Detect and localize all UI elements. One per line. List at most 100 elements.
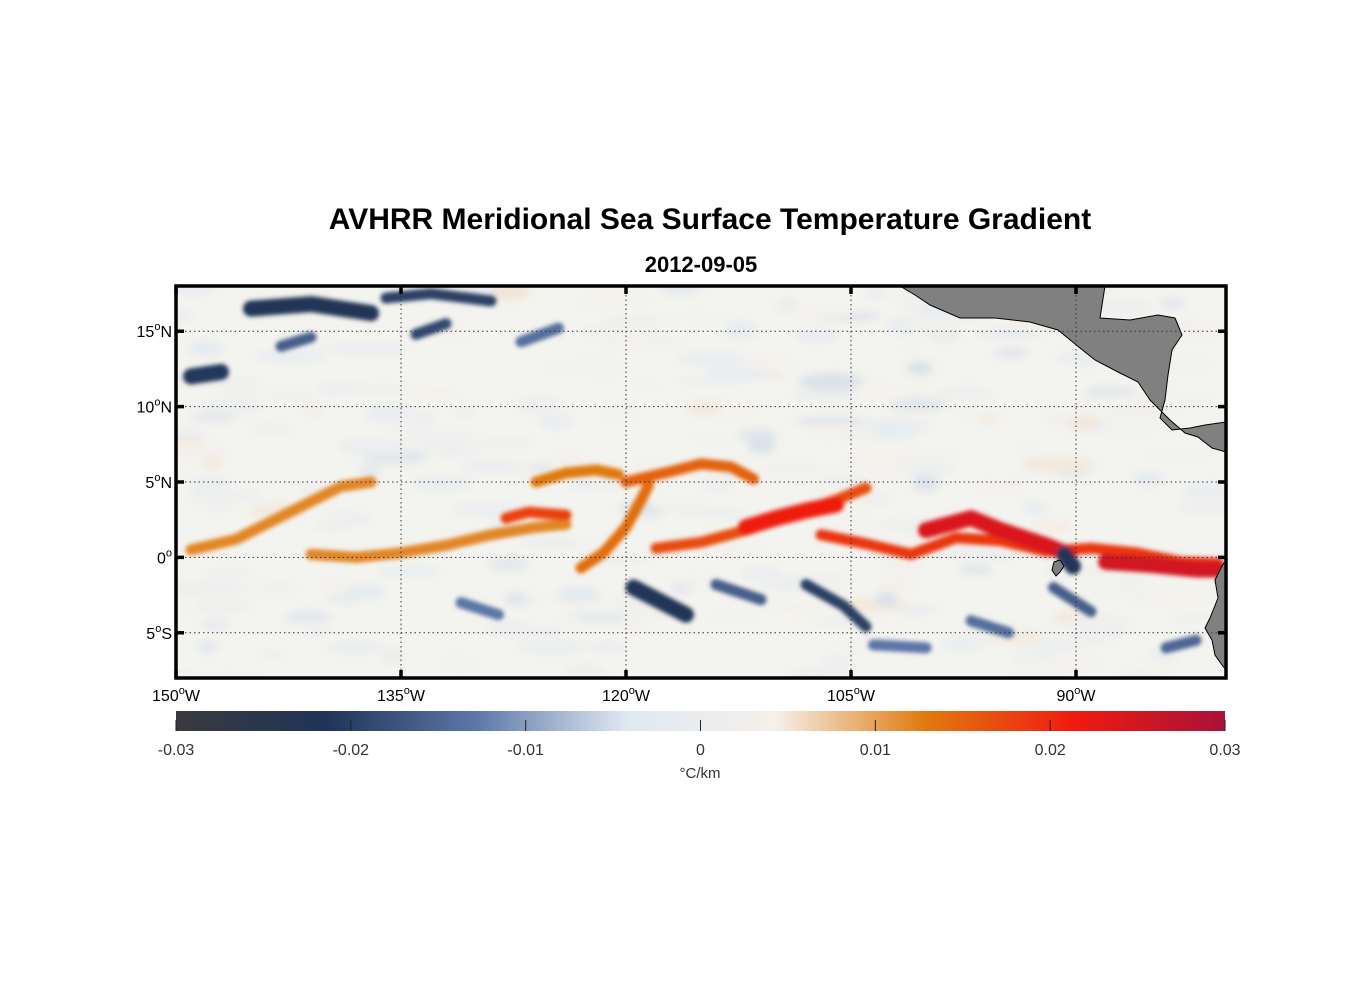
texture-blob (937, 385, 994, 401)
texture-blob (565, 613, 642, 623)
texture-blob (663, 312, 731, 321)
texture-blob (382, 427, 428, 435)
texture-blob (207, 503, 228, 515)
texture-blob (425, 443, 483, 456)
texture-blob (570, 480, 595, 488)
colorbar-tick-label: 0 (696, 742, 705, 759)
patch-1 (243, 296, 379, 322)
patch-11 (965, 615, 1014, 639)
texture-blob (719, 402, 758, 417)
patch-3 (410, 318, 452, 340)
texture-blob (977, 330, 1044, 338)
texture-blob (189, 413, 235, 422)
texture-blob (897, 344, 919, 353)
gradient-features (183, 288, 1226, 654)
texture-blob (970, 481, 1030, 489)
texture-blob (577, 292, 651, 309)
texture-blob (199, 400, 264, 415)
chart-subtitle: 2012-09-05 (644, 252, 758, 277)
latitude-labels: 15oN 10oN 5oN 0o 5oS (137, 321, 172, 643)
tick-marks (174, 286, 1226, 678)
texture-blob (193, 597, 253, 614)
texture-blob (941, 635, 985, 652)
patch-5 (275, 331, 317, 352)
texture-blob (459, 460, 521, 471)
texture-blob (437, 656, 482, 667)
patch-13 (1056, 546, 1081, 575)
texture-blob (602, 315, 663, 328)
texture-blob (1040, 412, 1079, 424)
chart-title: AVHRR Meridional Sea Surface Temperature… (328, 203, 1092, 236)
colorbar-ticks (175, 720, 1226, 731)
front-f (620, 458, 759, 488)
texture-blob (359, 462, 382, 478)
texture-blob (854, 381, 897, 397)
texture-blob (380, 647, 404, 665)
central-america-land (899, 286, 1226, 453)
texture-blob (1160, 358, 1213, 370)
front-e (575, 479, 654, 574)
texture-blob (222, 386, 267, 400)
texture-blob (563, 665, 607, 678)
galapagos-islands (1051, 559, 1065, 577)
latitude-label: 5oN (145, 472, 172, 492)
texture-blob (487, 621, 535, 637)
texture-blob (890, 451, 961, 460)
texture-blob (705, 613, 762, 620)
texture-blob (687, 433, 746, 441)
texture-blob (793, 417, 867, 425)
texture-blob (958, 566, 993, 574)
texture-blob (765, 604, 826, 613)
texture-blob (324, 507, 361, 519)
texture-blob (906, 361, 933, 375)
texture-blob (201, 621, 228, 629)
texture-blob (488, 558, 530, 570)
texture-blob (1103, 406, 1176, 421)
texture-blob (1176, 497, 1226, 516)
texture-blob (261, 577, 298, 595)
front-h (738, 496, 844, 536)
texture-blob (514, 395, 561, 414)
texture-blob (284, 612, 332, 623)
south-america-land (1204, 559, 1226, 671)
texture-blob (516, 639, 587, 655)
texture-blob (557, 359, 616, 373)
patch-14 (1160, 634, 1202, 654)
texture-blob (1085, 388, 1135, 396)
texture-blob (685, 400, 728, 416)
longitude-labels: 150oW 135oW 120oW 105oW 90oW (152, 685, 1096, 705)
texture-blob (188, 489, 264, 501)
colorbar: -0.03 -0.02 -0.01 0 0.01 0.02 0.03 °C/km (158, 711, 1241, 782)
texture-blob (1020, 456, 1096, 473)
texture-blob (1159, 299, 1185, 309)
texture-blob (890, 398, 949, 411)
texture-blob (1077, 395, 1104, 411)
texture-blob (810, 422, 844, 440)
texture-blob (821, 655, 854, 674)
colorbar-tick-label: 0.02 (1035, 742, 1066, 759)
texture-blob (881, 579, 915, 590)
texture-blob (810, 571, 851, 585)
land-masses (899, 286, 1226, 671)
colorbar-tick-label: -0.01 (507, 742, 544, 759)
texture-blob (820, 473, 865, 488)
texture-blob (740, 567, 782, 581)
texture-blob (176, 309, 192, 325)
patch-10 (455, 597, 504, 621)
texture-blob (1031, 521, 1073, 532)
texture-blob (312, 522, 349, 531)
texture-blob (669, 585, 693, 593)
front-c (500, 506, 572, 524)
texture-blob (255, 350, 327, 362)
texture-blob (845, 514, 869, 525)
longitude-label: 150oW (152, 685, 201, 705)
texture-blob (454, 409, 475, 417)
texture-blob (1082, 587, 1149, 595)
longitude-label: 90oW (1056, 685, 1096, 705)
texture-blob (344, 585, 385, 600)
texture-blob (196, 639, 219, 653)
texture-blob (1014, 441, 1043, 452)
texture-blob (798, 373, 865, 391)
texture-blob (591, 329, 653, 347)
texture-blob (598, 408, 641, 420)
